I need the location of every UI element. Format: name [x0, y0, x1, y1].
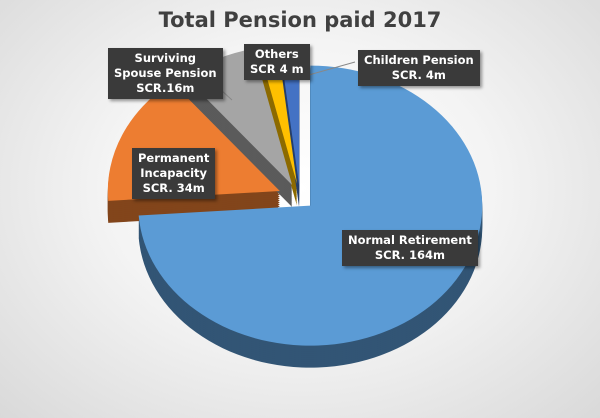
- data-label-line: Normal Retirement: [348, 233, 472, 247]
- data-label-line: SCR 4 m: [250, 62, 304, 76]
- data-label-line: Incapacity: [140, 166, 208, 180]
- data-label-permanent-incapacity: Permanent Incapacity SCR. 34m: [132, 148, 216, 199]
- data-label-line: SCR. 4m: [391, 68, 446, 82]
- data-label-normal-retirement: Normal Retirement SCR. 164m: [342, 230, 478, 266]
- data-label-line: Permanent: [138, 151, 210, 165]
- slice-normal-retirement: [138, 65, 483, 346]
- data-label-line: SCR. 34m: [142, 181, 205, 195]
- data-label-line: SCR.16m: [136, 81, 195, 95]
- data-label-line: Others: [254, 47, 299, 61]
- slice-children-pension: [279, 45, 300, 186]
- data-label-line: SCR. 164m: [374, 248, 446, 262]
- data-label-children-pension: Children Pension SCR. 4m: [358, 50, 480, 86]
- chart-title: Total Pension paid 2017: [158, 8, 442, 32]
- data-label-surviving-spouse-pension: Surviving Spouse Pension SCR.16m: [108, 48, 223, 99]
- data-label-line: Spouse Pension: [114, 66, 217, 80]
- data-label-line: Surviving: [134, 51, 196, 65]
- data-label-others: Others SCR 4 m: [244, 44, 310, 80]
- data-label-line: Children Pension: [364, 53, 474, 67]
